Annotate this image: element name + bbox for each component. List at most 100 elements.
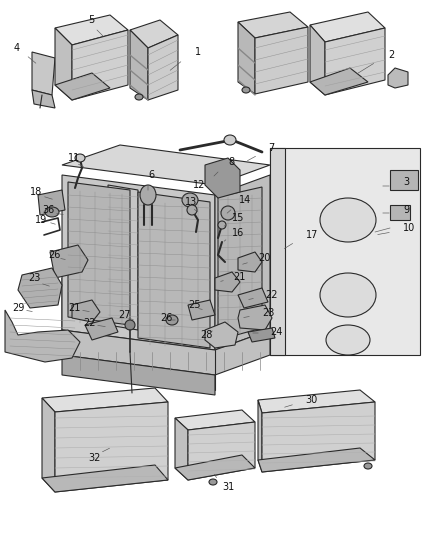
Text: 22: 22 xyxy=(83,318,95,328)
Text: 9: 9 xyxy=(403,205,409,215)
Polygon shape xyxy=(62,355,215,395)
Polygon shape xyxy=(325,28,385,95)
Polygon shape xyxy=(218,187,262,340)
Polygon shape xyxy=(258,400,262,472)
Polygon shape xyxy=(32,90,55,108)
Polygon shape xyxy=(85,318,118,340)
Polygon shape xyxy=(310,68,368,95)
Polygon shape xyxy=(62,278,270,350)
Polygon shape xyxy=(42,465,168,492)
Polygon shape xyxy=(262,402,375,472)
Polygon shape xyxy=(55,15,128,45)
Text: 22: 22 xyxy=(265,290,278,300)
Text: 7: 7 xyxy=(268,143,274,153)
Text: 23: 23 xyxy=(28,273,40,283)
Polygon shape xyxy=(175,418,188,480)
Text: 21: 21 xyxy=(233,272,245,282)
Text: 14: 14 xyxy=(239,195,251,205)
Polygon shape xyxy=(72,300,100,322)
Ellipse shape xyxy=(242,87,250,93)
Polygon shape xyxy=(258,448,375,472)
Text: 13: 13 xyxy=(185,197,197,207)
Polygon shape xyxy=(388,68,408,88)
Text: 23: 23 xyxy=(262,308,274,318)
Polygon shape xyxy=(55,28,72,100)
Polygon shape xyxy=(255,27,308,94)
Ellipse shape xyxy=(224,135,236,145)
Text: 28: 28 xyxy=(200,330,212,340)
Polygon shape xyxy=(175,455,255,480)
Text: 1: 1 xyxy=(195,47,201,57)
Ellipse shape xyxy=(166,315,178,325)
Polygon shape xyxy=(72,30,128,100)
Text: 8: 8 xyxy=(228,157,234,167)
Polygon shape xyxy=(390,170,418,190)
Ellipse shape xyxy=(364,463,372,469)
Text: 2: 2 xyxy=(388,50,394,60)
Ellipse shape xyxy=(221,206,235,220)
Polygon shape xyxy=(42,388,168,412)
Polygon shape xyxy=(38,190,65,215)
Polygon shape xyxy=(310,12,385,42)
Polygon shape xyxy=(215,175,270,350)
Polygon shape xyxy=(130,20,178,48)
Text: 21: 21 xyxy=(68,303,81,313)
Polygon shape xyxy=(32,52,55,95)
Text: 10: 10 xyxy=(403,223,415,233)
Polygon shape xyxy=(188,422,255,480)
Ellipse shape xyxy=(320,273,376,317)
Polygon shape xyxy=(258,390,375,413)
Text: 4: 4 xyxy=(14,43,20,53)
Polygon shape xyxy=(188,300,215,320)
Polygon shape xyxy=(108,185,138,330)
Ellipse shape xyxy=(140,185,156,205)
Polygon shape xyxy=(62,145,270,185)
Polygon shape xyxy=(5,310,80,362)
Text: 26: 26 xyxy=(48,250,60,260)
Polygon shape xyxy=(310,25,325,95)
Text: 3: 3 xyxy=(403,177,409,187)
Ellipse shape xyxy=(218,221,226,229)
Ellipse shape xyxy=(125,320,135,330)
Polygon shape xyxy=(18,268,62,308)
Text: 26: 26 xyxy=(160,313,173,323)
Text: 15: 15 xyxy=(232,213,244,223)
Polygon shape xyxy=(130,30,148,100)
Polygon shape xyxy=(205,158,240,198)
Polygon shape xyxy=(215,272,240,292)
Polygon shape xyxy=(138,192,210,348)
Text: 27: 27 xyxy=(118,310,131,320)
Ellipse shape xyxy=(320,198,376,242)
Text: 20: 20 xyxy=(258,253,270,263)
Ellipse shape xyxy=(209,479,217,485)
Text: 12: 12 xyxy=(193,180,205,190)
Polygon shape xyxy=(238,305,272,330)
Polygon shape xyxy=(55,402,168,492)
Polygon shape xyxy=(238,12,308,38)
Polygon shape xyxy=(205,322,238,348)
Ellipse shape xyxy=(45,207,59,217)
Polygon shape xyxy=(55,73,110,100)
Polygon shape xyxy=(42,398,55,492)
Text: 36: 36 xyxy=(42,205,54,215)
Ellipse shape xyxy=(182,193,198,207)
Polygon shape xyxy=(238,22,255,94)
Text: 24: 24 xyxy=(270,327,283,337)
Polygon shape xyxy=(248,328,275,342)
Polygon shape xyxy=(68,182,130,325)
Text: 11: 11 xyxy=(68,153,80,163)
Polygon shape xyxy=(390,205,410,220)
Text: 5: 5 xyxy=(88,15,94,25)
Text: 25: 25 xyxy=(188,300,201,310)
Polygon shape xyxy=(62,330,270,375)
Text: 18: 18 xyxy=(30,187,42,197)
Text: 19: 19 xyxy=(35,215,47,225)
Polygon shape xyxy=(50,245,88,278)
Ellipse shape xyxy=(135,94,143,100)
Text: 32: 32 xyxy=(88,453,100,463)
Polygon shape xyxy=(62,175,215,350)
Text: 29: 29 xyxy=(12,303,25,313)
Polygon shape xyxy=(148,35,178,100)
Text: 31: 31 xyxy=(222,482,234,492)
Polygon shape xyxy=(175,410,255,430)
